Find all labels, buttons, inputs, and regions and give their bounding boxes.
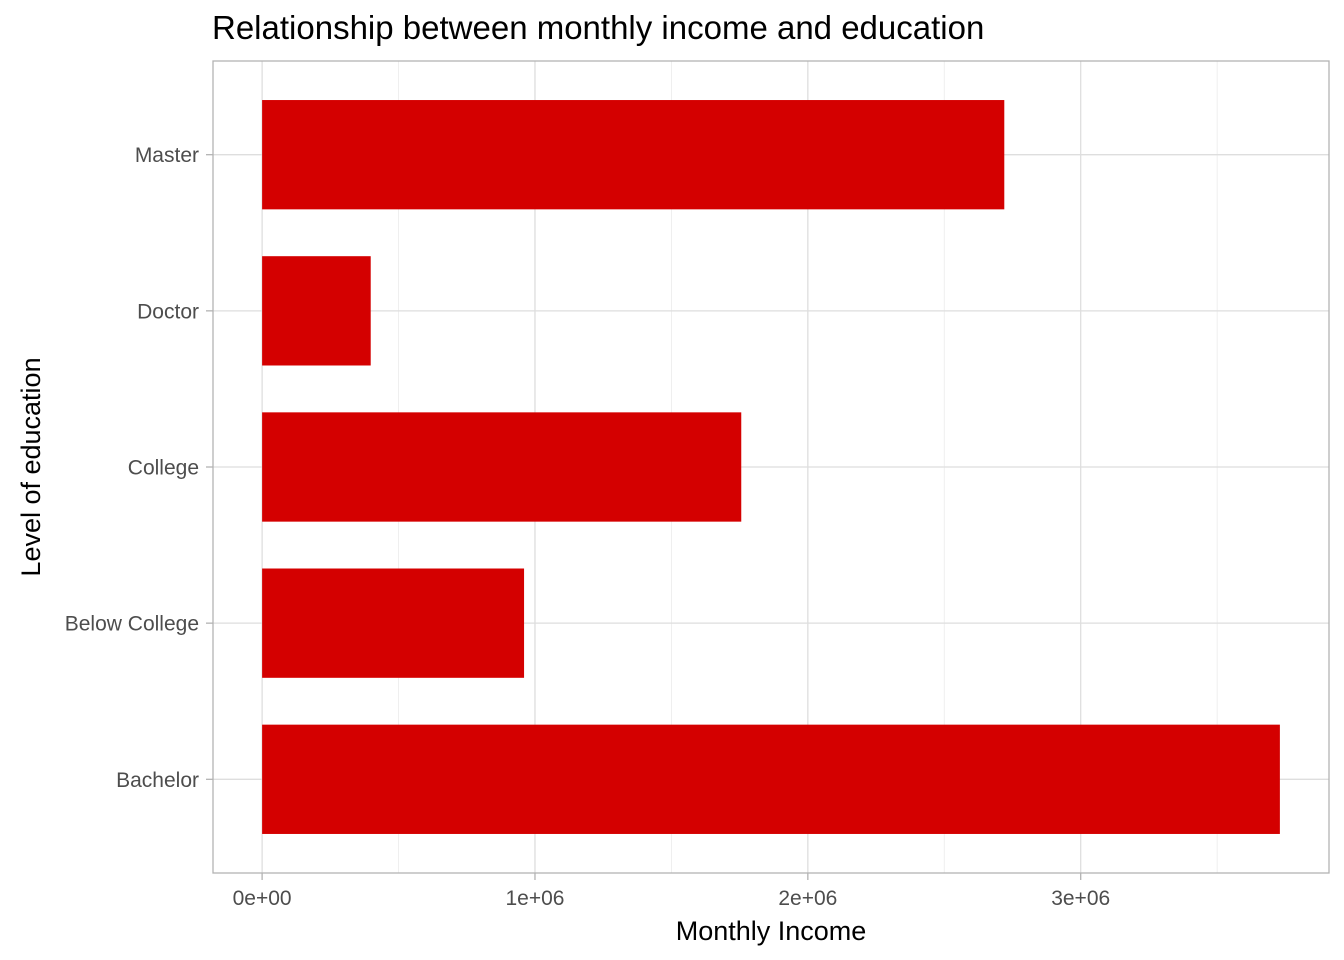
y-axis-title: Level of education — [16, 357, 46, 576]
bars — [262, 100, 1280, 834]
x-tick-label: 0e+00 — [233, 887, 292, 910]
y-axis-ticks: Bachelor Below College College Doctor Master — [65, 144, 213, 792]
bar-bachelor — [262, 724, 1280, 834]
x-tick-label: 1e+06 — [505, 887, 564, 910]
y-tick-label: Doctor — [137, 300, 199, 323]
chart-title: Relationship between monthly income and … — [212, 9, 984, 46]
x-tick-label: 2e+06 — [778, 887, 837, 910]
x-tick-label: 3e+06 — [1051, 887, 1110, 910]
y-tick-label: Below College — [65, 613, 199, 636]
bar-doctor — [262, 256, 371, 366]
bar-below-college — [262, 568, 525, 678]
x-axis-title: Monthly Income — [676, 916, 867, 946]
bar-master — [262, 100, 1005, 210]
y-tick-label: Bachelor — [116, 769, 199, 792]
bar-college — [262, 412, 742, 522]
y-tick-label: College — [128, 457, 199, 480]
y-tick-label: Master — [135, 144, 199, 167]
x-axis-ticks: 0e+00 1e+06 2e+06 3e+06 — [233, 873, 1110, 910]
